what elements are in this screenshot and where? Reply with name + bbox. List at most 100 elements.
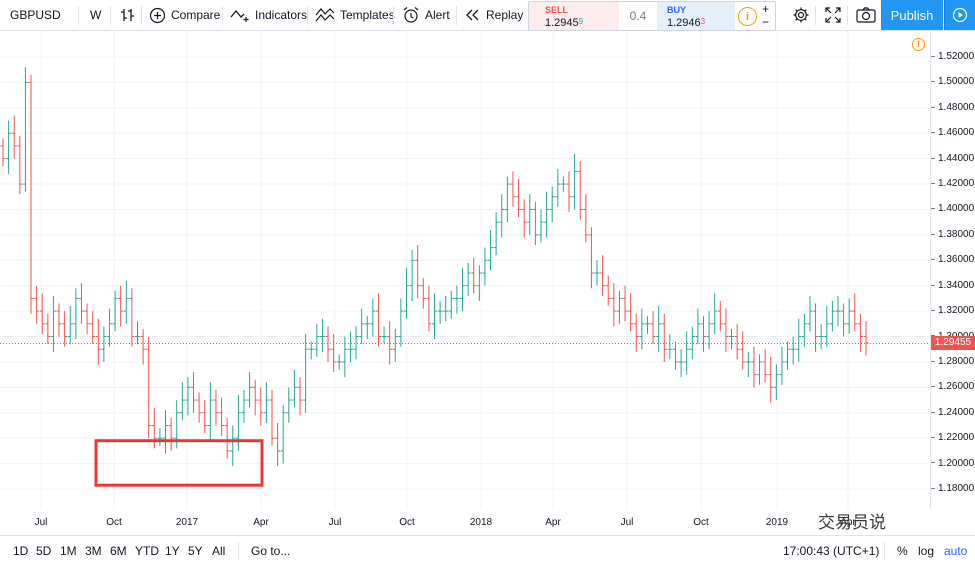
sell-label: SELL (545, 5, 569, 15)
buy-price: 1.29463 (667, 16, 735, 30)
range-3m[interactable]: 3M (85, 544, 102, 558)
range-6m[interactable]: 6M (110, 544, 127, 558)
highlight-rectangle (94, 439, 264, 487)
buy-price-main: 1.2946 (667, 17, 701, 29)
buy-button[interactable]: BUY 1.29463 (657, 2, 735, 30)
sell-button[interactable]: SELL 1.29459 (529, 2, 619, 30)
watermark-text: 交易员说 (818, 513, 886, 533)
goto-button[interactable]: Go to... (251, 544, 291, 558)
play-circle-icon (952, 7, 968, 23)
price-tick-label: 1.32000 (931, 305, 974, 316)
toolbar-divider (456, 6, 457, 25)
toolbar-divider (141, 6, 142, 25)
replay-label: Replay (486, 8, 524, 22)
time-tick-label: Oct (106, 517, 122, 528)
interval-button[interactable]: W (84, 0, 107, 30)
symbol-label: GBPUSD (10, 8, 61, 22)
camera-icon (856, 7, 876, 23)
price-tick-label: 1.52000 (931, 51, 974, 62)
indicators-button[interactable]: Indicators (224, 0, 313, 30)
chart-pane[interactable] (0, 31, 930, 509)
qty-minus[interactable]: − (762, 15, 770, 29)
toolbar-divider (110, 6, 111, 25)
price-tick-label: 1.50000 (931, 76, 974, 87)
buy-label: BUY (667, 5, 687, 15)
price-tick-label: 1.42000 (931, 178, 974, 189)
price-tick-label: 1.34000 (931, 280, 974, 291)
price-tick-label: 1.44000 (931, 153, 974, 164)
range-1m[interactable]: 1M (60, 544, 77, 558)
range-5d[interactable]: 5D (36, 544, 52, 558)
alert-label: Alert (425, 8, 450, 22)
top-toolbar: GBPUSD W Compare Indicators Templates Al… (0, 0, 975, 31)
toolbar-divider (815, 6, 816, 25)
bar-style-button[interactable] (114, 0, 142, 30)
time-tick-label: Jul (328, 517, 342, 528)
range-5y[interactable]: 5Y (188, 544, 203, 558)
timezone-clock[interactable]: 17:00:43 (UTC+1) (783, 544, 880, 558)
templates-button[interactable]: Templates (309, 0, 401, 30)
toolbar-divider (847, 6, 848, 25)
price-tick-label: 1.38000 (931, 229, 974, 240)
price-tick-label: 1.20000 (931, 458, 974, 469)
range-1y[interactable]: 1Y (165, 544, 180, 558)
play-button[interactable] (944, 0, 975, 30)
templates-label: Templates (340, 8, 395, 22)
price-tick-label: 1.26000 (931, 381, 974, 392)
interval-label: W (90, 8, 102, 22)
time-tick-label: Apr (545, 517, 561, 528)
data-warning-icon[interactable]: ! (912, 38, 925, 51)
sell-price-pip: 9 (578, 17, 584, 26)
bottom-divider (884, 542, 885, 560)
price-tick-label: 1.48000 (931, 102, 974, 113)
qty-plus[interactable]: + (762, 2, 770, 16)
percent-toggle[interactable]: % (897, 544, 908, 558)
alert-button[interactable]: Alert (396, 0, 456, 30)
price-tick-label: 1.28000 (931, 356, 974, 367)
indicators-icon (230, 9, 249, 22)
buy-price-pip: 3 (700, 17, 706, 26)
sell-price-main: 1.2945 (545, 17, 579, 29)
bar-style-icon (121, 9, 134, 21)
time-tick-label: Apr (253, 517, 269, 528)
price-tick-label: 1.24000 (931, 407, 974, 418)
auto-toggle[interactable]: auto (944, 544, 968, 558)
time-tick-label: Oct (399, 517, 415, 528)
price-tick-label: 1.18000 (931, 483, 974, 494)
templates-icon (315, 7, 335, 21)
time-tick-label: Jul (34, 517, 48, 528)
range-1d[interactable]: 1D (13, 544, 29, 558)
toolbar-divider (393, 6, 394, 25)
quantity-stepper[interactable]: + − (762, 3, 769, 29)
rewind-icon (466, 9, 479, 21)
time-scale[interactable]: Jul Oct 2017 Apr Jul Oct 2018 Apr Jul Oct 2019 Apr (0, 509, 930, 534)
plus-circle-icon (149, 7, 166, 23)
snapshot-button[interactable] (850, 0, 882, 30)
bottom-toolbar: 1D 5D 1M 3M 6M YTD 1Y 5Y All Go to... 17… (0, 535, 975, 565)
settings-button[interactable] (786, 0, 816, 30)
gear-icon (793, 7, 809, 23)
compare-button[interactable]: Compare (143, 0, 226, 30)
range-all[interactable]: All (212, 544, 226, 558)
time-tick-label: Oct (693, 517, 709, 528)
price-tick-label: 1.36000 (931, 254, 974, 265)
price-tick-label: 1.22000 (931, 432, 974, 443)
bottom-divider (238, 542, 239, 560)
replay-button[interactable]: Replay (459, 0, 529, 30)
time-tick-label: 2017 (175, 517, 199, 528)
ohlc-chart[interactable] (0, 31, 930, 509)
trading-panel: SELL 1.29459 0.4 BUY 1.29463 i + − (528, 1, 776, 31)
log-toggle[interactable]: log (918, 544, 935, 558)
sell-price: 1.29459 (545, 16, 619, 30)
publish-button[interactable]: Publish (881, 0, 943, 30)
fullscreen-icon (825, 7, 841, 23)
price-scale[interactable]: 1.52000 1.50000 1.48000 1.46000 1.44000 1.420… (930, 31, 975, 509)
info-icon[interactable]: i (738, 7, 757, 26)
price-tick-label: 1.30000 (931, 331, 974, 342)
symbol-search[interactable]: GBPUSD (4, 0, 67, 30)
range-ytd[interactable]: YTD (135, 544, 159, 558)
time-tick-label: Jul (620, 517, 634, 528)
time-tick-label: Apr (840, 517, 856, 528)
fullscreen-button[interactable] (818, 0, 848, 30)
toolbar-divider (78, 6, 79, 25)
